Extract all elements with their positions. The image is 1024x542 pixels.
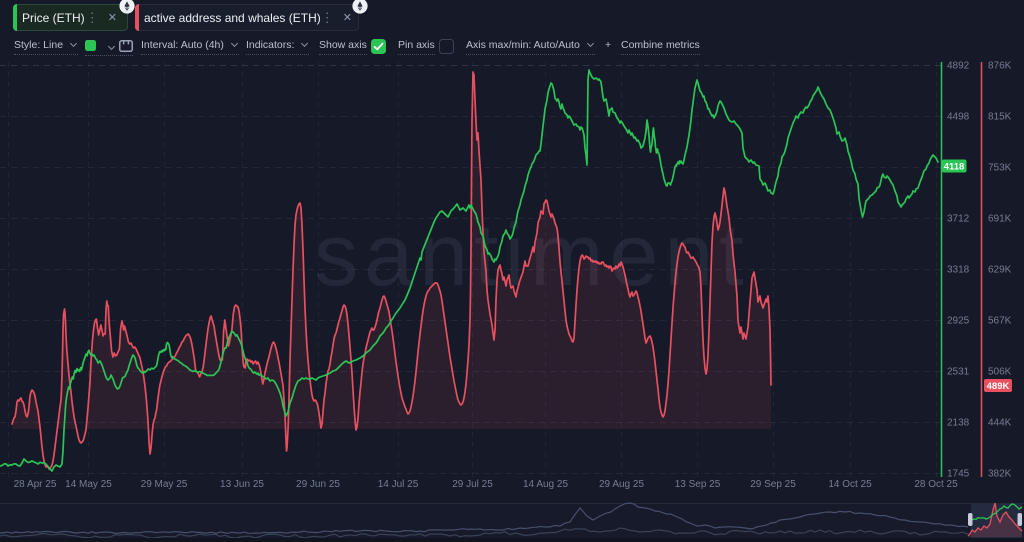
svg-text:4498: 4498: [947, 112, 970, 123]
svg-text:691K: 691K: [988, 214, 1012, 225]
svg-text:2138: 2138: [947, 418, 970, 429]
svg-text:815K: 815K: [988, 112, 1012, 123]
svg-text:13 Sep 25: 13 Sep 25: [675, 479, 721, 490]
svg-text:2925: 2925: [947, 316, 970, 327]
svg-text:753K: 753K: [988, 163, 1012, 174]
svg-text:382K: 382K: [988, 469, 1012, 480]
svg-text:4892: 4892: [947, 61, 970, 72]
svg-text:3712: 3712: [947, 214, 970, 225]
svg-text:489K: 489K: [987, 381, 1010, 392]
svg-text:14 May 25: 14 May 25: [65, 479, 112, 490]
svg-text:1745: 1745: [947, 469, 970, 480]
svg-text:506K: 506K: [988, 367, 1012, 378]
svg-text:14 Aug 25: 14 Aug 25: [523, 479, 568, 490]
svg-text:29 May 25: 29 May 25: [141, 479, 188, 490]
svg-text:28 Oct 25: 28 Oct 25: [914, 479, 958, 490]
svg-text:629K: 629K: [988, 265, 1012, 276]
svg-text:13 Jun 25: 13 Jun 25: [220, 479, 264, 490]
svg-text:4118: 4118: [944, 162, 965, 173]
svg-text:14 Oct 25: 14 Oct 25: [828, 479, 872, 490]
svg-text:444K: 444K: [988, 418, 1012, 429]
svg-text:29 Jun 25: 29 Jun 25: [296, 479, 340, 490]
svg-text:29 Jul 25: 29 Jul 25: [452, 479, 493, 490]
svg-text:2531: 2531: [947, 367, 970, 378]
svg-text:876K: 876K: [988, 61, 1012, 72]
svg-text:14 Jul 25: 14 Jul 25: [378, 479, 419, 490]
svg-text:29 Sep 25: 29 Sep 25: [750, 479, 796, 490]
svg-text:3318: 3318: [947, 265, 970, 276]
svg-text:567K: 567K: [988, 316, 1012, 327]
svg-text:29 Aug 25: 29 Aug 25: [599, 479, 644, 490]
svg-text:28 Apr 25: 28 Apr 25: [14, 479, 57, 490]
